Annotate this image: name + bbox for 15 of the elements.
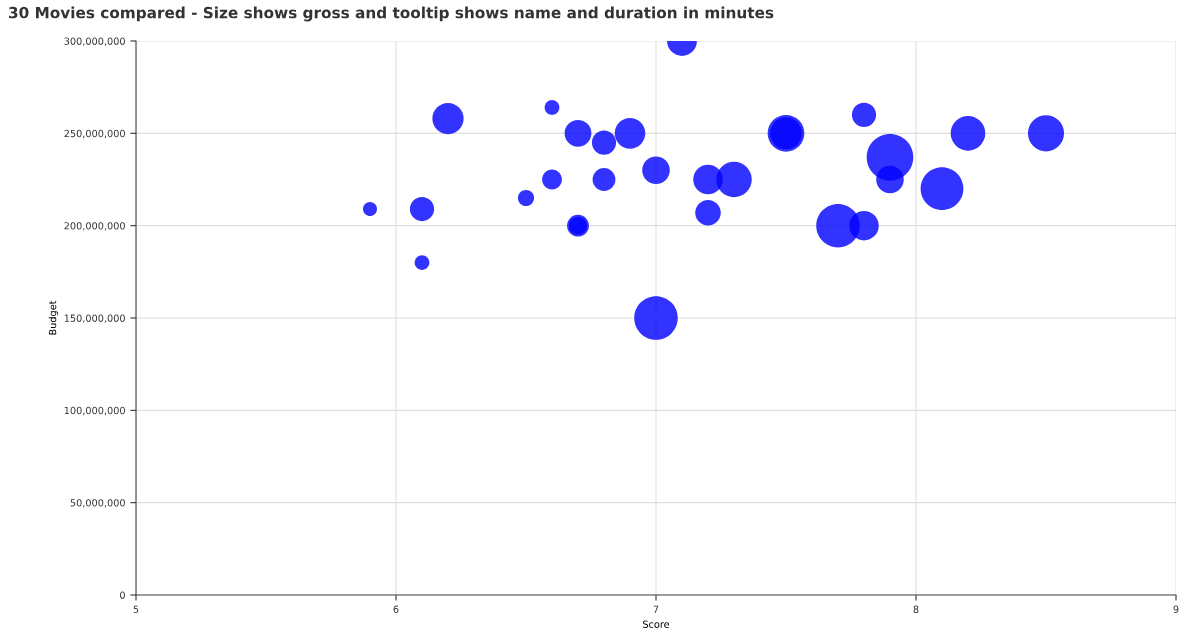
- x-tick-label: 8: [913, 605, 919, 613]
- x-tick-label: 5: [133, 605, 139, 613]
- x-tick-label: 6: [393, 605, 399, 613]
- x-axis-title: Score: [643, 620, 670, 628]
- y-tick-label: 150,000,000: [64, 314, 125, 323]
- y-tick-label: 0: [120, 591, 125, 599]
- chart-title: 30 Movies compared - Size shows gross and tooltip shows name and duration in minutes: [9, 6, 774, 22]
- y-tick-label: 200,000,000: [64, 222, 125, 231]
- x-tick-label: 7: [653, 605, 659, 613]
- x-tick-label: 9: [1173, 605, 1179, 613]
- y-tick-label: 250,000,000: [64, 129, 125, 139]
- y-tick-label: 300,000,000: [64, 37, 125, 46]
- y-tick-label: 100,000,000: [64, 406, 125, 416]
- y-tick-label: 50,000,000: [70, 499, 125, 508]
- y-axis-title: Budget: [48, 300, 59, 335]
